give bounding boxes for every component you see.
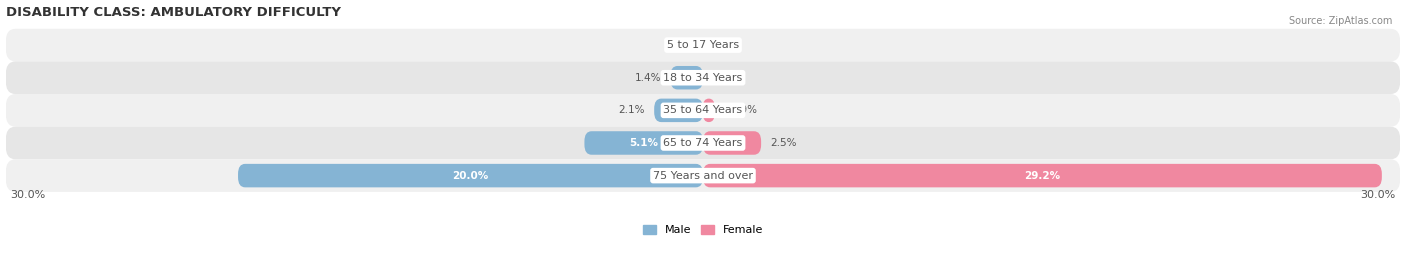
Text: 20.0%: 20.0% [453, 171, 489, 181]
Text: 0.0%: 0.0% [668, 40, 693, 50]
Text: 35 to 64 Years: 35 to 64 Years [664, 105, 742, 115]
FancyBboxPatch shape [6, 159, 1400, 192]
Text: 18 to 34 Years: 18 to 34 Years [664, 73, 742, 83]
Text: 5 to 17 Years: 5 to 17 Years [666, 40, 740, 50]
FancyBboxPatch shape [703, 99, 714, 122]
FancyBboxPatch shape [238, 164, 703, 187]
FancyBboxPatch shape [703, 164, 1382, 187]
Text: 1.4%: 1.4% [634, 73, 661, 83]
Text: 30.0%: 30.0% [10, 189, 45, 200]
Text: 2.5%: 2.5% [770, 138, 797, 148]
Text: 29.2%: 29.2% [1025, 171, 1060, 181]
Legend: Male, Female: Male, Female [638, 220, 768, 240]
Text: DISABILITY CLASS: AMBULATORY DIFFICULTY: DISABILITY CLASS: AMBULATORY DIFFICULTY [6, 6, 340, 18]
FancyBboxPatch shape [6, 127, 1400, 159]
FancyBboxPatch shape [585, 131, 703, 155]
Text: 65 to 74 Years: 65 to 74 Years [664, 138, 742, 148]
FancyBboxPatch shape [671, 66, 703, 90]
FancyBboxPatch shape [703, 131, 761, 155]
Text: 75 Years and over: 75 Years and over [652, 171, 754, 181]
FancyBboxPatch shape [6, 61, 1400, 94]
Text: 0.19%: 0.19% [724, 105, 756, 115]
Text: 0.0%: 0.0% [713, 40, 738, 50]
FancyBboxPatch shape [6, 94, 1400, 127]
Text: Source: ZipAtlas.com: Source: ZipAtlas.com [1288, 16, 1392, 26]
FancyBboxPatch shape [654, 99, 703, 122]
FancyBboxPatch shape [6, 29, 1400, 61]
Text: 5.1%: 5.1% [630, 138, 658, 148]
Text: 2.1%: 2.1% [619, 105, 645, 115]
Text: 30.0%: 30.0% [1361, 189, 1396, 200]
Text: 0.0%: 0.0% [713, 73, 738, 83]
